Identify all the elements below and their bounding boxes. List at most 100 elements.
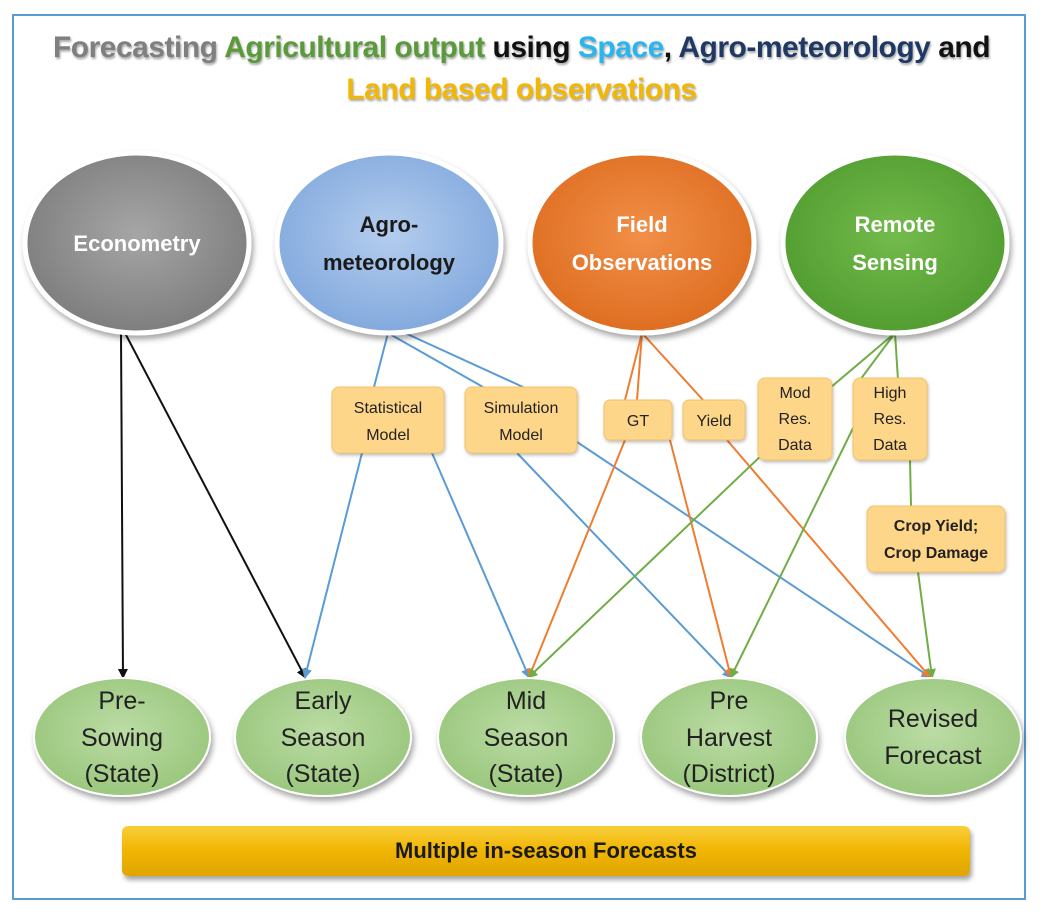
early-season-oval — [234, 677, 412, 797]
source-field-observations: Field Observations — [527, 150, 757, 336]
simulation-model-line2: Model — [499, 427, 543, 444]
arrow-econometry-to-presowing — [117, 332, 128, 679]
title-agro-meteorology: Agro-meteorology — [678, 31, 931, 64]
arrow-simulation-to-pre-harvest — [516, 452, 733, 679]
yield-label: Yield — [697, 413, 732, 430]
pre-sowing-oval — [33, 677, 211, 797]
high-res-data-line2: Res. — [874, 411, 907, 428]
early-season-line2: Season — [281, 724, 366, 752]
pre-harvest-oval — [640, 677, 818, 797]
mid-season-oval — [437, 677, 615, 797]
forecast-mid-season: Mid Season (State) — [437, 677, 615, 797]
multiple-in-season-forecasts-banner: Multiple in-season Forecasts — [122, 826, 970, 876]
title-using: using — [492, 31, 571, 64]
box-statistical-model: Statistical Model — [331, 386, 445, 454]
econometry-oval — [22, 150, 252, 336]
field-observations-label-line1: Field — [616, 212, 667, 237]
mid-season-line3: (State) — [488, 760, 563, 788]
title-forecasting: Forecasting — [52, 31, 218, 64]
arrow-remote-to-modres — [829, 332, 896, 389]
gt-rect — [603, 399, 673, 441]
remote-sensing-oval — [780, 150, 1010, 336]
title-land-based-observations: Land based observations — [346, 73, 697, 106]
box-high-res-data: High Res. Data — [852, 377, 928, 461]
mid-season-line1: Mid — [506, 687, 546, 715]
source-econometry: Econometry — [22, 150, 252, 336]
crop-yield-line1: Crop Yield; — [894, 518, 978, 535]
statistical-model-rect — [331, 386, 445, 454]
box-simulation-model: Simulation Model — [464, 386, 578, 454]
econometry-label: Econometry — [73, 231, 201, 256]
box-mod-res-data: Mod Res. Data — [757, 377, 833, 461]
statistical-model-line2: Model — [366, 427, 410, 444]
mid-season-line2: Season — [484, 724, 569, 752]
agro-meteorology-label-line1: Agro- — [360, 212, 419, 237]
high-res-data-line1: High — [874, 385, 907, 402]
early-season-line1: Early — [295, 687, 352, 715]
high-res-data-rect — [852, 377, 928, 461]
forecast-revised: Revised Forecast — [844, 677, 1022, 797]
arrow-cropyield-to-revised — [917, 571, 936, 679]
remote-sensing-label-line1: Remote — [855, 212, 936, 237]
revised-forecast-line1: Revised — [888, 705, 978, 733]
statistical-model-line1: Statistical — [354, 400, 422, 417]
arrow-remote-to-highres-1 — [859, 332, 896, 381]
revised-forecast-line2: Forecast — [884, 742, 981, 770]
pre-sowing-line3: (State) — [84, 760, 159, 788]
arrow-simulation-to-revised — [573, 439, 932, 679]
mod-res-data-line2: Res. — [779, 411, 812, 428]
arrow-statistical-to-early-season — [302, 452, 363, 679]
connections — [117, 332, 936, 679]
simulation-model-line1: Simulation — [484, 400, 559, 417]
source-agro-meteorology: Agro- meteorology — [274, 150, 504, 336]
title-agricultural-output: Agricultural output — [224, 31, 485, 64]
arrow-agromet-to-statistical — [373, 332, 389, 388]
forecast-pre-sowing: Pre- Sowing (State) — [33, 677, 211, 797]
remote-sensing-label-line2: Sensing — [852, 250, 938, 275]
mod-res-data-line3: Data — [778, 437, 812, 454]
arrow-gt-to-pre-harvest — [669, 439, 734, 679]
agro-meteorology-oval — [274, 150, 504, 336]
arrow-econometry-to-early-season — [124, 332, 306, 679]
arrow-field-to-gt-2 — [624, 332, 643, 401]
pre-sowing-line1: Pre- — [98, 687, 145, 715]
arrow-agromet-to-simulation — [387, 332, 484, 388]
agro-meteorology-label-line2: meteorology — [323, 250, 456, 275]
diagram-title: Forecasting Agricultural output using Sp… — [0, 30, 1043, 108]
revised-forecast-oval — [844, 677, 1022, 797]
box-gt: GT — [603, 399, 673, 441]
arrow-highres-to-pre-harvest — [730, 419, 858, 679]
field-observations-label-line2: Observations — [572, 250, 713, 275]
mod-res-data-rect — [757, 377, 833, 461]
arrow-modres-to-mid-season — [527, 451, 766, 679]
arrow-yield-to-revised — [726, 439, 932, 679]
title-comma: , — [663, 31, 672, 64]
field-observations-oval — [527, 150, 757, 336]
pre-harvest-line3: (District) — [682, 760, 775, 788]
crop-yield-damage-rect — [866, 505, 1006, 573]
arrow-highres-to-cropyield — [909, 459, 912, 507]
forecast-pre-harvest: Pre Harvest (District) — [640, 677, 818, 797]
box-crop-yield-damage: Crop Yield; Crop Damage — [866, 505, 1006, 573]
arrow-field-to-yield — [641, 332, 704, 401]
yield-rect — [682, 399, 746, 441]
title-and: and — [938, 31, 991, 64]
title-space: Space — [577, 31, 664, 64]
arrow-agromet-to-simulation-2 — [404, 332, 524, 388]
arrow-field-to-gt — [636, 332, 643, 401]
mod-res-data-line1: Mod — [779, 385, 810, 402]
pre-harvest-line1: Pre — [710, 687, 749, 715]
high-res-data-line3: Data — [873, 437, 907, 454]
box-yield: Yield — [682, 399, 746, 441]
simulation-model-rect — [464, 386, 578, 454]
arrow-gt-to-mid-season — [527, 439, 626, 679]
source-remote-sensing: Remote Sensing — [780, 150, 1010, 336]
gt-label: GT — [627, 413, 649, 430]
early-season-line3: (State) — [285, 760, 360, 788]
arrow-statistical-to-mid-season — [431, 452, 531, 679]
forecast-early-season: Early Season (State) — [234, 677, 412, 797]
pre-sowing-line2: Sowing — [81, 724, 163, 752]
crop-damage-line2: Crop Damage — [884, 545, 988, 562]
arrow-remote-to-highres-2 — [894, 332, 899, 381]
